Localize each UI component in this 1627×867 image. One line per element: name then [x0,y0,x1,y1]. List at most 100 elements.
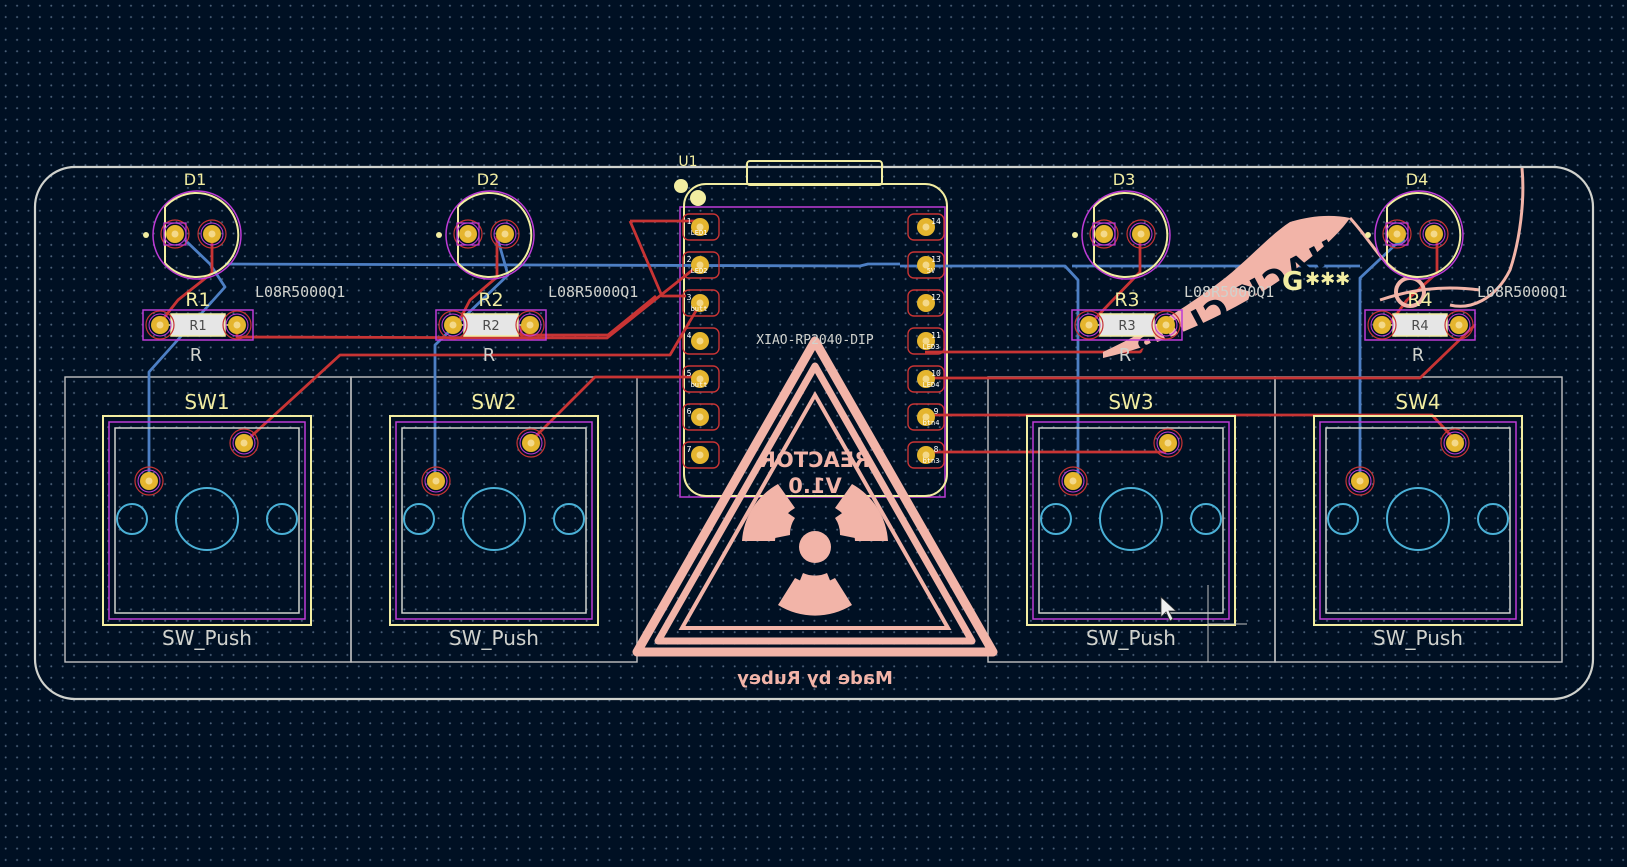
reactor-version: V1.0 [788,474,841,498]
mcu-pin-4[interactable]: 4 [682,327,720,355]
mcu-pin-11[interactable]: 11 LED3 [907,327,945,355]
led-d2-ref[interactable]: D2 [477,170,500,189]
mcu-pin-14[interactable]: 14 [907,213,945,241]
mcu-pin-13-net: 5V [927,267,936,275]
mcu-pin-7-number: 7 [687,445,692,454]
switch-sw4-pad-1[interactable] [1345,466,1375,496]
mcu-pin-2-net: LED2 [691,267,708,275]
led-d2-pad-2[interactable] [490,219,520,249]
led-d1-pad-2[interactable] [197,219,227,249]
mcu-pin-9[interactable]: 9 btn4 [907,403,945,431]
mcu-pin-2[interactable]: 2 LED2 [682,251,720,279]
resistor-r1-pad-1[interactable] [145,310,175,340]
mcu-pin-5-number: 5 [687,369,692,378]
resistor-r2-ref[interactable]: R2 [478,289,503,311]
switch-sw3-value: SW_Push [1086,626,1176,650]
mcu-pin-3-number: 3 [687,293,692,302]
mcu-pin-1-number: 1 [687,217,692,226]
hackclub-text: HACK CLUB [1128,233,1343,370]
switch-sw1[interactable]: SW1 SW_Push [102,390,312,650]
switch-sw2-pad-2[interactable] [516,428,546,458]
mcu-pin-3-net: butt [691,305,708,313]
reactor-triangle-inner [654,362,976,645]
resistor-r2[interactable]: R2 R2 R [435,289,547,366]
mcu-pin-12[interactable]: 12 [907,289,945,317]
resistor-r3-ref[interactable]: R3 [1114,289,1139,311]
switch-sw3-pad-2[interactable] [1153,428,1183,458]
switch-sw1-pad-2[interactable] [229,428,259,458]
resistor-r1-ref[interactable]: R1 [185,289,210,311]
led-d4-pad-2[interactable] [1419,219,1449,249]
mcu-pin-10-net: LED4 [923,381,940,389]
mcu-pin-5[interactable]: 5 butt [682,365,720,393]
led-footprints: D1 L08R5000Q1 D2 L08R5000Q1 D3 L08R5000Q1 D4 L0… [143,170,1567,301]
switch-sw2[interactable]: SW2 SW_Push [389,390,599,650]
led-d4[interactable]: D4 L08R5000Q1 [1365,170,1567,301]
resistor-r4-ref[interactable]: R4 [1407,289,1432,311]
led-d4-pad-1[interactable] [1382,219,1412,249]
usb-connector-outline [746,160,883,186]
resistor-r2-pad-1[interactable] [438,310,468,340]
mcu-outline [683,183,948,497]
resistor-r4-pad-2[interactable] [1444,310,1474,340]
led-d1-value: L08R5000Q1 [255,283,345,301]
resistor-r2-pad-2[interactable] [515,310,545,340]
mcu-pin-14-number: 14 [931,217,941,226]
led-d1-pad-1[interactable] [160,219,190,249]
switch-sw4-pad-2[interactable] [1440,428,1470,458]
resistor-r1-pad-2[interactable] [222,310,252,340]
resistor-r4-pad-1[interactable] [1367,310,1397,340]
mcu-pin-6[interactable]: 6 [682,403,720,431]
reactor-title: REACTOR [760,448,871,472]
mcu-pin-9-net: btn4 [923,419,940,427]
led-d4-value: L08R5000Q1 [1477,283,1567,301]
switch-sw1-ref[interactable]: SW1 [184,390,229,414]
mcu-pin-3[interactable]: 3 butt [682,289,720,317]
resistor-r4[interactable]: R4 R4 R [1364,289,1476,366]
switch-footprints: SW1 SW_Push SW2 SW_Push SW3 SW_Push SW4 SW_Push [102,390,1523,650]
led-d3[interactable]: D3 L08R5000Q1 [1072,170,1274,301]
led-d1-ref[interactable]: D1 [184,170,207,189]
mcu-pin-1-net: LED1 [691,229,708,237]
mcu-pin1-marker-2 [690,190,706,206]
led-d3-pad-1[interactable] [1089,219,1119,249]
resistor-r3-pad-2[interactable] [1151,310,1181,340]
led-d1[interactable]: D1 L08R5000Q1 [143,170,345,301]
mcu-ref[interactable]: U1 [678,154,697,170]
switch-sw3-pad-1[interactable] [1058,466,1088,496]
mcu-pin-1[interactable]: 1 LED1 [682,213,720,241]
led-d2-pad-1[interactable] [453,219,483,249]
mcu-pin-8[interactable]: 8 btn3 [907,441,945,469]
mcu-pin-10-number: 10 [931,369,941,378]
switch-sw2-value: SW_Push [449,626,539,650]
mcu-pin-11-number: 11 [931,331,941,340]
resistor-r3-pad-1[interactable] [1074,310,1104,340]
resistor-r3[interactable]: R3 R3 R [1071,289,1183,366]
mcu-pin-4-number: 4 [687,331,692,340]
resistor-r1-value: R [190,345,203,366]
switch-sw1-pad-1[interactable] [134,466,164,496]
mcu-pin-10[interactable]: 10 LED4 [907,365,945,393]
led-d2[interactable]: D2 L08R5000Q1 [436,170,638,301]
switch-sw4-ref[interactable]: SW4 [1395,390,1440,414]
led-d4-ref[interactable]: D4 [1406,170,1429,189]
resistor-r4-value: R [1412,345,1425,366]
mcu-pin-8-number: 8 [934,445,939,454]
mcu-pin-7[interactable]: 7 [682,441,720,469]
switch-sw3-ref[interactable]: SW3 [1108,390,1153,414]
led-d3-ref[interactable]: D3 [1113,170,1136,189]
resistor-r1[interactable]: R1 R1 R [142,289,254,366]
led-d3-pad-2[interactable] [1126,219,1156,249]
switch-sw4[interactable]: SW4 SW_Push [1313,390,1523,650]
switch-sw2-ref[interactable]: SW2 [471,390,516,414]
resistor-r3-value: R [1119,345,1132,366]
mcu-pin-12-number: 12 [931,293,941,302]
switch-sw1-value: SW_Push [162,626,252,650]
switch-sw3[interactable]: SW3 SW_Push [1026,390,1236,650]
mcu-value[interactable]: XIAO-RP2040-DIP [756,333,874,348]
reactor-triangle-outer [632,336,998,657]
credit-text: Made by Rubey [737,668,893,689]
switch-sw2-pad-1[interactable] [421,466,451,496]
